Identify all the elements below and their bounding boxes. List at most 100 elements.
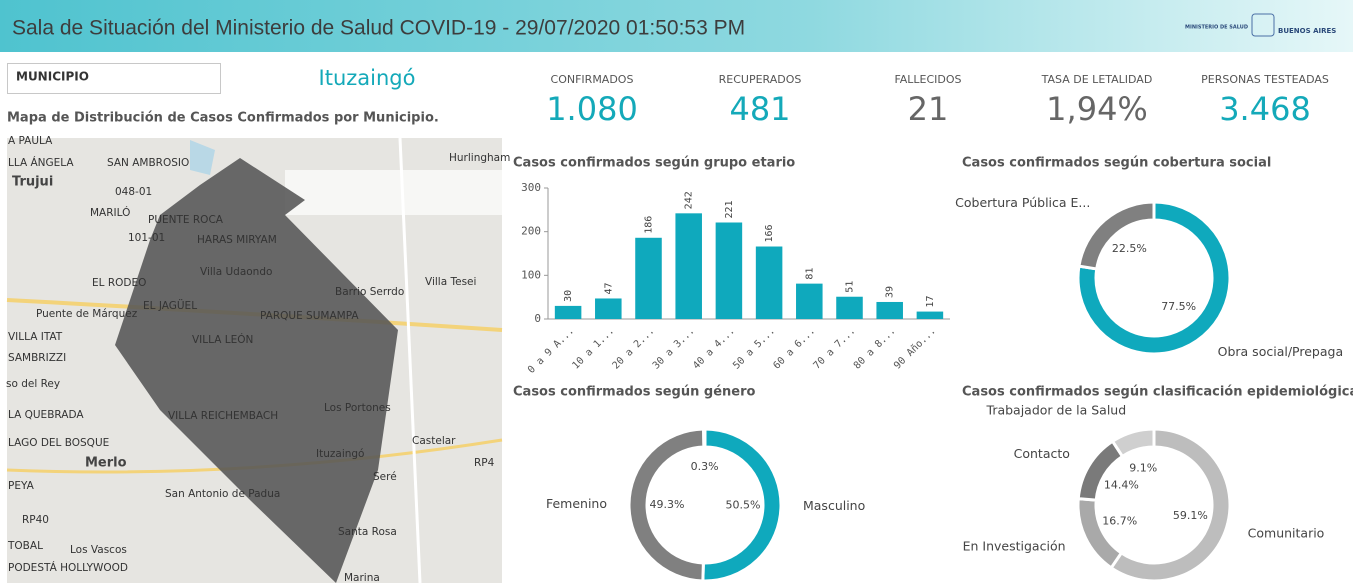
- map-label: MARILÓ: [90, 206, 130, 219]
- map-label: LAGO DEL BOSQUE: [8, 437, 109, 449]
- bar: [916, 311, 944, 319]
- donut-value-label: 77.5%: [1161, 300, 1196, 313]
- donut-value-label: 16.7%: [1102, 514, 1137, 527]
- map-label: Merlo: [85, 456, 127, 471]
- x-tick-label: 0 a 9 A...: [526, 325, 576, 375]
- map-label: Trujui: [12, 175, 53, 190]
- map-label: SAN AMBROSIO: [107, 157, 189, 169]
- bar: [715, 222, 743, 319]
- map-label: HARAS MIRYAM: [197, 234, 277, 246]
- donut-segment: [701, 427, 783, 583]
- map-label: San Antonio de Padua: [165, 488, 280, 500]
- map-label: SAMBRIZZI: [8, 352, 66, 364]
- kpi-label: PERSONAS TESTEADAS: [1201, 73, 1329, 86]
- kpi-label: RECUPERADOS: [719, 73, 802, 86]
- y-tick-label: 300: [521, 181, 541, 194]
- map-label: 048-01: [115, 186, 152, 198]
- kpi-value: 1.080: [546, 90, 638, 128]
- header-title: Sala de Situación del Ministerio de Salu…: [12, 17, 745, 40]
- bar-value-label: 81: [804, 268, 815, 280]
- donut-category-label: Trabajador de la Salud: [986, 403, 1127, 418]
- logo-ministry: MINISTERIO DE SALUD: [1185, 25, 1248, 31]
- map-label: VILLA REICHEMBACH: [168, 410, 278, 422]
- municipio-filter[interactable]: [7, 63, 221, 94]
- map-label: RP4: [474, 457, 495, 469]
- map-label: LLA ÁNGELA: [8, 156, 74, 169]
- map-label: A PAULA: [8, 135, 53, 147]
- map-water: [190, 140, 215, 175]
- bar: [635, 237, 662, 319]
- y-tick-label: 200: [521, 225, 541, 238]
- map-label: Santa Rosa: [338, 526, 397, 538]
- bar: [876, 301, 903, 319]
- map-label: Hurlingham: [449, 152, 510, 164]
- donut-value-label: 49.3%: [650, 498, 685, 511]
- map-area: [285, 170, 502, 215]
- map-label: Castelar: [412, 435, 456, 447]
- kpi-label: TASA DE LETALIDAD: [1041, 73, 1153, 86]
- bar: [755, 246, 783, 319]
- map-label: Ituzaingó: [316, 448, 364, 460]
- donut-category-label: Femenino: [546, 496, 607, 511]
- bar: [836, 296, 863, 319]
- map-label: RP40: [22, 514, 49, 526]
- chart-title: Casos confirmados según cobertura social: [962, 156, 1271, 171]
- bar-value-label: 166: [764, 224, 775, 242]
- map-label: Barrio Serrdo: [335, 286, 404, 298]
- kpi-value: 481: [729, 90, 790, 128]
- map-label: VILLA ITAT: [8, 331, 63, 343]
- bar-value-label: 39: [885, 286, 896, 298]
- chart-title: Casos confirmados según clasificación ep…: [962, 385, 1353, 400]
- donut-segment: [702, 427, 707, 449]
- x-tick-label: 80 a 8...: [852, 325, 898, 371]
- donut-category-label: Obra social/Prepaga: [1218, 344, 1343, 359]
- bar-value-label: 242: [684, 191, 695, 209]
- bar: [554, 305, 582, 319]
- x-tick-label: 90 Año...: [892, 325, 938, 371]
- filter-label[interactable]: MUNICIPIO: [16, 70, 89, 84]
- map-label: PUENTE ROCA: [148, 214, 224, 226]
- donut-value-label: 0.3%: [691, 460, 719, 473]
- map-road: [398, 137, 422, 583]
- donut-category-label: Cobertura Pública E...: [955, 195, 1090, 210]
- donut-segment: [1076, 497, 1124, 570]
- map-label: EL JAGÜEL: [143, 299, 197, 312]
- donut-category-label: Masculino: [803, 498, 865, 513]
- bar-value-label: 51: [845, 281, 856, 293]
- donut-category-label: Comunitario: [1248, 525, 1325, 540]
- map[interactable]: A PAULA LLA ÁNGELA SAN AMBROSIO Trujui 048-0…: [6, 135, 510, 583]
- map-label: Marina: [344, 572, 380, 583]
- y-tick-label: 100: [521, 268, 541, 281]
- donut-category-label: En Investigación: [963, 539, 1066, 554]
- x-tick-label: 50 a 5...: [731, 325, 777, 371]
- donut-segment: [1076, 200, 1232, 356]
- y-tick-label: 0: [534, 312, 541, 325]
- map-label: Seré: [373, 471, 397, 483]
- map-label: Villa Udaondo: [200, 266, 272, 278]
- donut-value-label: 22.5%: [1112, 242, 1147, 255]
- map-label: TOBAL: [7, 540, 43, 552]
- map-label: Villa Tesei: [425, 276, 476, 288]
- bar: [675, 213, 702, 319]
- kpi-value: 21: [908, 90, 949, 128]
- donut-category-label: Contacto: [1014, 446, 1070, 461]
- donut-value-label: 50.5%: [726, 499, 761, 512]
- filter-selected: Ituzaingó: [319, 66, 416, 90]
- map-label: PARQUE SUMAMPA: [260, 310, 359, 322]
- municipio-polygon[interactable]: [115, 158, 398, 583]
- bar: [796, 283, 823, 319]
- map-label: PEYA: [8, 480, 35, 492]
- donut-value-label: 59.1%: [1173, 509, 1208, 522]
- donut-segment: [1077, 200, 1156, 271]
- header-bar: [0, 0, 1353, 52]
- bar-value-label: 30: [563, 290, 574, 302]
- bar: [595, 298, 622, 319]
- bar-value-label: 17: [925, 296, 936, 308]
- donut-value-label: 9.1%: [1129, 462, 1157, 475]
- x-tick-label: 40 a 4...: [691, 325, 737, 371]
- kpi-value: 1,94%: [1046, 90, 1148, 128]
- map-label: Los Vascos: [70, 544, 127, 556]
- kpi-label: CONFIRMADOS: [551, 73, 634, 86]
